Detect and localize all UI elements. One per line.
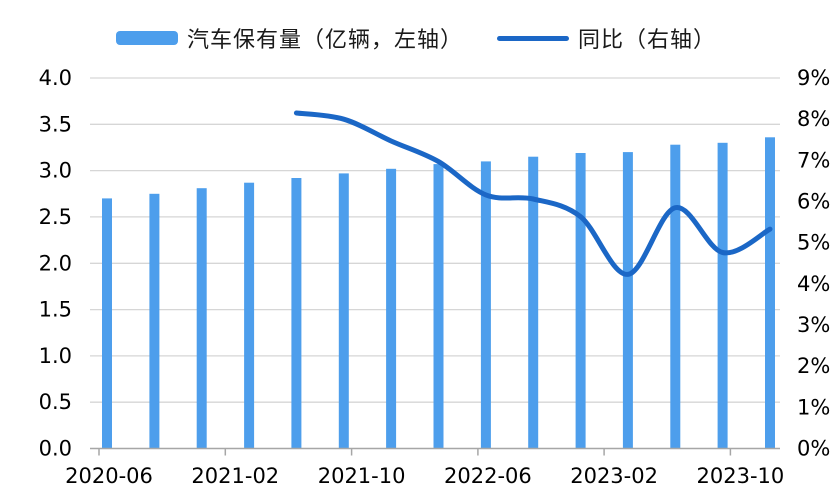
bar-2021-06 bbox=[291, 178, 302, 449]
right-axis-tick-label: 2% bbox=[797, 354, 830, 378]
x-axis-label: 2023-02 bbox=[570, 464, 658, 488]
bar-2023-03 bbox=[622, 152, 633, 449]
left-axis-tick-label: 4.0 bbox=[39, 66, 72, 90]
chart-legend: 汽车保有量（亿辆，左轴） 同比（右轴） bbox=[0, 22, 832, 54]
left-axis-tick-label: 2.5 bbox=[39, 205, 72, 229]
bar-2022-03 bbox=[433, 164, 444, 449]
yoy-line bbox=[293, 110, 773, 277]
bar-2023-06 bbox=[670, 144, 681, 449]
bar-2022-09 bbox=[528, 156, 539, 449]
bar-series-swatch-icon bbox=[115, 31, 178, 45]
right-axis-tick-label: 0% bbox=[797, 437, 830, 461]
left-axis-tick-label: 2.0 bbox=[39, 251, 72, 275]
bar-series-label: 汽车保有量（亿辆，左轴） bbox=[186, 28, 463, 53]
x-axis-label: 2020-06 bbox=[65, 464, 153, 488]
bar-2020-12 bbox=[196, 188, 207, 449]
x-axis-label: 2022-06 bbox=[444, 464, 532, 488]
bar-2021-12 bbox=[386, 168, 397, 449]
left-axis-tick-label: 0.5 bbox=[39, 390, 72, 414]
bar-2020-09 bbox=[149, 193, 160, 449]
right-axis-tick-label: 6% bbox=[797, 190, 830, 214]
line-series-swatch-icon bbox=[497, 35, 569, 41]
left-axis-tick-label: 1.0 bbox=[39, 344, 72, 368]
left-axis-tick-label: 1.5 bbox=[39, 298, 72, 322]
bar-2021-09 bbox=[338, 173, 349, 449]
left-axis-tick-label: 3.5 bbox=[39, 112, 72, 136]
bar-2021-03 bbox=[244, 182, 255, 449]
x-axis-label: 2021-02 bbox=[191, 464, 279, 488]
right-axis-tick-label: 9% bbox=[797, 66, 830, 90]
x-axis-label: 2023-10 bbox=[697, 464, 785, 488]
right-axis-tick-label: 4% bbox=[797, 272, 830, 296]
legend-item-bar-series: 汽车保有量（亿辆，左轴） bbox=[115, 22, 463, 54]
left-axis-tick-label: 3.0 bbox=[39, 159, 72, 183]
bar-2020-06 bbox=[102, 198, 112, 449]
legend-item-line-series: 同比（右轴） bbox=[497, 22, 716, 54]
right-axis-tick-label: 7% bbox=[797, 148, 830, 172]
right-axis-tick-label: 8% bbox=[797, 107, 830, 131]
bar-2022-12 bbox=[575, 153, 586, 449]
right-axis-tick-label: 5% bbox=[797, 231, 830, 255]
bar-2023-09 bbox=[717, 142, 728, 449]
x-axis-label: 2021-10 bbox=[318, 464, 406, 488]
bar-2022-06 bbox=[480, 161, 491, 449]
bar-2023-12 bbox=[765, 137, 775, 449]
right-axis-tick-label: 1% bbox=[797, 395, 830, 419]
line-series-label: 同比（右轴） bbox=[578, 28, 717, 53]
right-axis-tick-label: 3% bbox=[797, 313, 830, 337]
left-axis-tick-label: 0.0 bbox=[39, 437, 72, 461]
